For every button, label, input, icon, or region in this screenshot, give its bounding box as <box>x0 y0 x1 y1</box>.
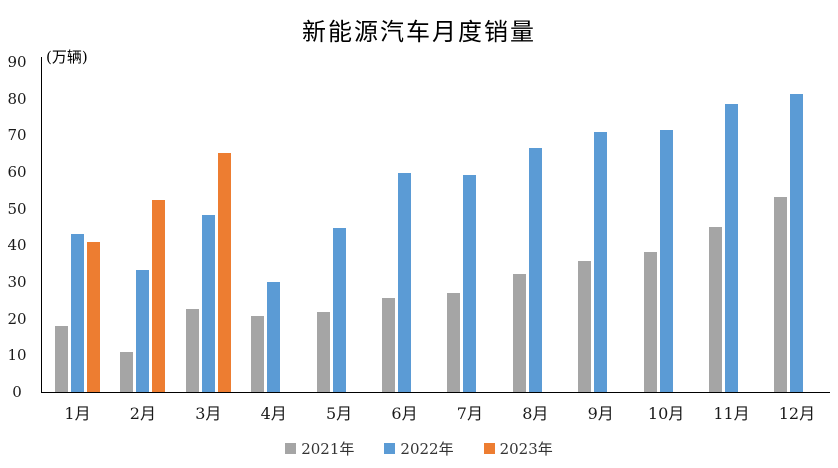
chart-legend: 2021年 2022年 2023年 <box>0 438 838 459</box>
x-tick-label: 5月 <box>326 404 353 423</box>
bar-2022年-12月 <box>790 93 804 392</box>
legend-swatch-icon <box>384 443 396 454</box>
y-tick-label: 80 <box>7 89 27 108</box>
y-axis-line <box>41 57 42 392</box>
legend-item-2021年: 2021年 <box>285 438 354 459</box>
y-tick-label: 90 <box>7 53 27 71</box>
y-tick-label: 20 <box>7 309 27 328</box>
y-tick-label: 30 <box>7 273 27 291</box>
bar-2022年-8月 <box>528 147 542 392</box>
legend-item-2023年: 2023年 <box>483 438 553 459</box>
bar-2022年-9月 <box>594 132 608 392</box>
legend-swatch-icon <box>285 443 297 454</box>
x-tick-label: 6月 <box>391 404 418 423</box>
y-axis-unit-label: (万辆) <box>46 48 88 66</box>
bar-2023年-2月 <box>152 199 166 392</box>
x-tick-label: 7月 <box>456 404 483 423</box>
bar-2022年-2月 <box>136 269 150 392</box>
bar-2022年-7月 <box>463 174 477 392</box>
bar-2022年-11月 <box>725 103 738 392</box>
bar-2022年-10月 <box>659 130 673 392</box>
bar-2021年-3月 <box>185 309 199 392</box>
bar-2022年-6月 <box>398 173 411 392</box>
bar-2021年-7月 <box>447 292 461 392</box>
y-tick-label: 60 <box>7 163 27 181</box>
y-tick-label: 50 <box>7 199 27 218</box>
bar-2021年-11月 <box>709 227 722 392</box>
bar-2021年-1月 <box>55 326 68 392</box>
legend-label: 2022年 <box>400 440 454 458</box>
bar-2021年-2月 <box>120 351 134 392</box>
bar-2021年-4月 <box>251 316 265 392</box>
bar-2022年-5月 <box>332 228 346 392</box>
x-tick-label: 8月 <box>522 404 549 423</box>
bar-2023年-1月 <box>87 242 100 392</box>
x-tick-label: 11月 <box>713 404 750 423</box>
bar-2022年-4月 <box>267 282 281 392</box>
bar-2021年-9月 <box>578 261 592 392</box>
bar-2021年-6月 <box>382 298 395 392</box>
x-axis-line <box>41 392 830 393</box>
legend-swatch-icon <box>483 443 495 454</box>
x-tick-label: 1月 <box>64 404 91 423</box>
bar-2021年-5月 <box>316 312 330 392</box>
x-tick-label: 3月 <box>195 404 222 423</box>
y-tick-label: 10 <box>7 346 27 365</box>
x-tick-label: 9月 <box>587 404 614 423</box>
bar-2023年-3月 <box>217 152 231 392</box>
x-tick-label: 4月 <box>260 404 287 423</box>
chart-title: 新能源汽车月度销量 <box>302 18 536 46</box>
bar-2022年-1月 <box>71 233 84 392</box>
legend-label: 2021年 <box>301 440 355 458</box>
y-tick-label: 40 <box>7 236 27 255</box>
legend-label: 2023年 <box>499 440 553 458</box>
bar-2021年-12月 <box>774 197 788 392</box>
bar-2021年-10月 <box>643 251 657 392</box>
legend-item-2022年: 2022年 <box>384 438 454 459</box>
x-tick-label: 2月 <box>129 404 156 423</box>
y-tick-label: 0 <box>12 383 22 401</box>
bar-2021年-8月 <box>512 274 526 392</box>
bar-2022年-3月 <box>201 214 215 392</box>
x-tick-label: 10月 <box>647 404 685 423</box>
x-tick-label: 12月 <box>778 404 816 423</box>
y-tick-label: 70 <box>7 126 27 145</box>
